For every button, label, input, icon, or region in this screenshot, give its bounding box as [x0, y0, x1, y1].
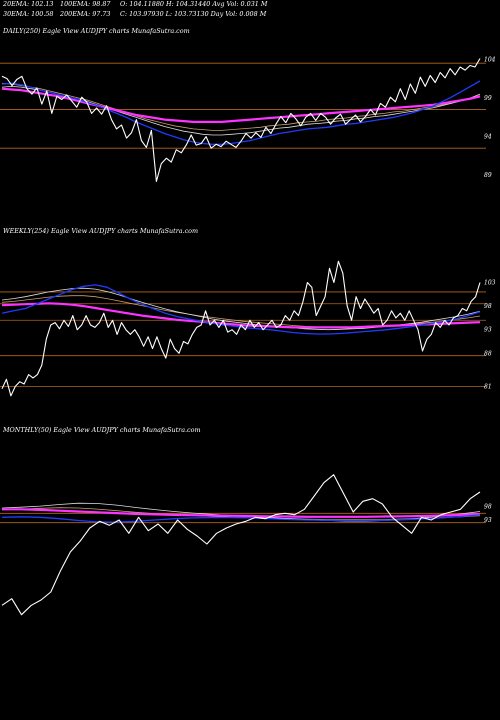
daily-panel: 104 99 94 89 — [0, 56, 496, 182]
monthly-ytick-label: 98 — [484, 504, 492, 511]
monthly-ytick-label: 93 — [484, 517, 492, 524]
daily-ytick-label: 94 — [484, 134, 492, 141]
weekly-ytick-label: 98 — [484, 303, 492, 310]
header-ema200: 200EMA: 97.73 — [60, 10, 111, 18]
weekly-panel: 103 98 93 88 81 — [0, 260, 496, 397]
weekly-ytick-label: 93 — [484, 327, 492, 334]
daily-panel-title: DAILY(250) Eagle View AUDJPY charts Muna… — [3, 27, 190, 35]
weekly-panel-title: WEEKLY(254) Eagle View AUDJPY charts Mun… — [3, 227, 199, 235]
monthly-ema-fast-line — [1, 514, 481, 523]
daily-ytick-label: 89 — [484, 172, 492, 179]
daily-price-line — [1, 58, 481, 182]
weekly-price-line — [1, 260, 481, 397]
header-ema20: 20EMA: 102.13 — [3, 0, 54, 8]
monthly-price-line — [1, 474, 481, 616]
header-ohlc-1: O: 104.11880 H: 104.31440 Avg Vol: 0.031… — [120, 0, 268, 8]
header-ohlc-2: C: 103.97930 L: 103.73130 Day Vol: 0.008… — [120, 10, 267, 18]
header-ema30: 30EMA: 100.58 — [3, 10, 54, 18]
header-ema100: 100EMA: 98.87 — [60, 0, 111, 8]
weekly-ytick-label: 81 — [484, 383, 492, 390]
daily-ema-pink-line — [1, 87, 481, 124]
weekly-ytick-label: 88 — [484, 350, 492, 357]
weekly-ema-fast-line — [1, 284, 481, 335]
weekly-ytick-label: 103 — [484, 280, 496, 287]
monthly-panel: 98 93 — [0, 474, 492, 616]
monthly-ema-pink-line — [2, 508, 481, 518]
monthly-panel-title: MONTHLY(50) Eagle View AUDJPY charts Mun… — [3, 426, 201, 434]
daily-ytick-label: 99 — [484, 95, 492, 102]
weekly-ema-white-line — [1, 287, 481, 331]
daily-ytick-label: 104 — [484, 56, 496, 63]
daily-ema-tan-line — [1, 82, 481, 131]
